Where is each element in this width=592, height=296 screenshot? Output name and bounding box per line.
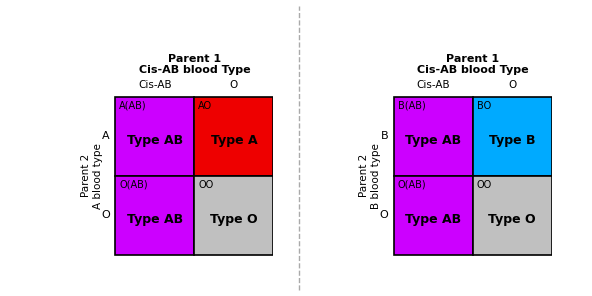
Bar: [115, 176, 194, 255]
Text: Type AB: Type AB: [127, 133, 183, 147]
Text: B(AB): B(AB): [398, 101, 426, 111]
Text: O: O: [101, 210, 110, 220]
Text: O(AB): O(AB): [398, 180, 426, 189]
Text: Cis-AB blood Type: Cis-AB blood Type: [139, 65, 250, 75]
Text: O: O: [230, 81, 238, 90]
Text: Parent 2
A blood type: Parent 2 A blood type: [81, 143, 102, 209]
Text: AO: AO: [198, 101, 213, 111]
Bar: [472, 176, 552, 255]
Text: Cis-AB blood Type: Cis-AB blood Type: [417, 65, 529, 75]
Text: Type A: Type A: [211, 133, 257, 147]
Text: Type O: Type O: [488, 213, 536, 226]
Text: OO: OO: [198, 180, 214, 189]
Text: Type O: Type O: [210, 213, 258, 226]
Text: BO: BO: [477, 101, 491, 111]
Text: A: A: [102, 131, 110, 141]
Text: O: O: [508, 81, 516, 90]
Bar: [194, 97, 274, 176]
Bar: [115, 97, 194, 176]
Text: O(AB): O(AB): [120, 180, 148, 189]
Text: Cis-AB: Cis-AB: [416, 81, 450, 90]
Text: Parent 2
B blood type: Parent 2 B blood type: [359, 143, 381, 209]
Bar: [394, 97, 472, 176]
Text: Cis-AB: Cis-AB: [138, 81, 172, 90]
Bar: [194, 176, 274, 255]
Text: B: B: [381, 131, 388, 141]
Text: Type AB: Type AB: [405, 213, 461, 226]
Text: Type B: Type B: [489, 133, 535, 147]
Bar: [394, 176, 472, 255]
Text: A(AB): A(AB): [120, 101, 147, 111]
Text: Parent 1: Parent 1: [446, 54, 499, 64]
Text: Parent 1: Parent 1: [168, 54, 221, 64]
Text: O: O: [379, 210, 388, 220]
Text: OO: OO: [477, 180, 492, 189]
Text: Type AB: Type AB: [127, 213, 183, 226]
Bar: [472, 97, 552, 176]
Text: Type AB: Type AB: [405, 133, 461, 147]
